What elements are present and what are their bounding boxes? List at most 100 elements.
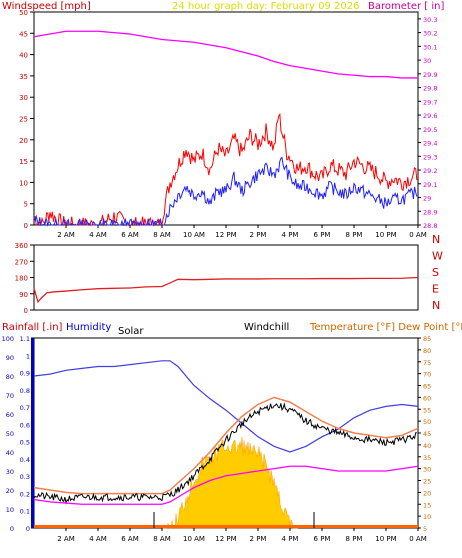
dewpoint-line bbox=[33, 465, 419, 505]
compass-w: W bbox=[432, 250, 443, 263]
windspeed-label: Windspeed [mph] bbox=[2, 1, 91, 12]
panel3-xtick-label: 6 AM bbox=[121, 535, 139, 543]
panel1-ytick-label: 0 bbox=[24, 222, 28, 230]
humidity-tick-label: 90 bbox=[6, 354, 14, 362]
temp-tick-label: 35 bbox=[423, 454, 431, 462]
rain-tick-label: 0.4 bbox=[20, 456, 30, 464]
temp-tick-label: 10 bbox=[423, 513, 431, 521]
panel1-xtick-label: 8 PM bbox=[346, 231, 363, 239]
panel1-xtick-label: 6 AM bbox=[121, 231, 139, 239]
rain-axis-bar bbox=[31, 338, 34, 528]
panel3-xtick-label: 4 PM bbox=[282, 535, 299, 543]
panel1-y2tick-label: 30 bbox=[423, 57, 431, 65]
panel1-y2tick-label: 29.1 bbox=[423, 181, 437, 189]
rain-tick-label: 0.7 bbox=[20, 404, 30, 412]
compass-n: N bbox=[432, 299, 440, 312]
compass-s: S bbox=[432, 266, 439, 279]
rain-tick-label: 0.3 bbox=[20, 473, 30, 481]
humidity-tick-label: 100 bbox=[2, 335, 14, 343]
rain-tick-label: 1.1 bbox=[20, 335, 30, 343]
panel1-y2tick-label: 30.2 bbox=[423, 30, 437, 38]
panel1-y2tick-label: 28.9 bbox=[423, 208, 437, 216]
humidity-tick-label: 0 bbox=[10, 525, 14, 533]
panel3-xtick-label: 2 PM bbox=[250, 535, 267, 543]
panel1-xtick-label: 4 AM bbox=[89, 231, 107, 239]
panel1-y2tick-label: 29 bbox=[423, 195, 431, 203]
panel1-y2tick-label: 30.3 bbox=[423, 16, 437, 24]
rainfall-bar bbox=[34, 525, 418, 528]
panel1-xtick-label: 0 AM bbox=[409, 231, 427, 239]
windchill-label: Windchill bbox=[244, 322, 289, 333]
temp-tick-label: 85 bbox=[423, 335, 431, 343]
compass-n: N bbox=[432, 233, 440, 246]
panel1-y2tick-label: 29.5 bbox=[423, 126, 437, 134]
panel1-xtick-label: 2 PM bbox=[250, 231, 267, 239]
temp-tick-label: 25 bbox=[423, 478, 431, 486]
panel1-ytick-label: 20 bbox=[19, 137, 28, 145]
panel2-ytick-label: 360 bbox=[15, 242, 28, 250]
graph-title: 24 hour graph day: February 09 2026 bbox=[172, 1, 360, 12]
temp-tick-label: 80 bbox=[423, 347, 431, 355]
rain-tick-label: 0.1 bbox=[20, 508, 30, 516]
humidity-tick-label: 20 bbox=[6, 487, 14, 495]
wind-direction-line bbox=[33, 276, 419, 304]
solar-area bbox=[162, 436, 298, 529]
temperature-label: Temperature [°F] Dew Point [°F] bbox=[309, 322, 462, 333]
humidity-tick-label: 10 bbox=[6, 506, 14, 514]
rain-tick-label: 0.8 bbox=[20, 387, 30, 395]
humidity-tick-label: 70 bbox=[6, 392, 14, 400]
panel1-y2tick-label: 28.8 bbox=[423, 222, 437, 230]
panel3-xtick-label: 12 PM bbox=[215, 535, 236, 543]
humidity-tick-label: 40 bbox=[6, 449, 14, 457]
panel3-xtick-label: 4 AM bbox=[89, 535, 107, 543]
panel1-xtick-label: 10 PM bbox=[375, 231, 396, 239]
panel1-xtick-label: 4 PM bbox=[282, 231, 299, 239]
compass-e: E bbox=[432, 283, 439, 296]
rain-tick-label: 1 bbox=[26, 352, 30, 360]
panel1-frame bbox=[33, 11, 419, 226]
panel1-ytick-label: 50 bbox=[19, 9, 28, 17]
panel1-xtick-label: 2 AM bbox=[57, 231, 75, 239]
temp-tick-label: 60 bbox=[423, 394, 431, 402]
temp-tick-label: 55 bbox=[423, 406, 431, 414]
temp-tick-label: 70 bbox=[423, 371, 431, 379]
panel3-xtick-label: 0 AM bbox=[409, 535, 427, 543]
panel1-xtick-label: 12 PM bbox=[215, 231, 236, 239]
panel3-xtick-label: 2 AM bbox=[57, 535, 75, 543]
temp-tick-label: 15 bbox=[423, 501, 431, 509]
panel1-ytick-label: 5 bbox=[24, 201, 28, 209]
panel2-ytick-label: 180 bbox=[15, 275, 28, 283]
temp-tick-label: 30 bbox=[423, 466, 431, 474]
panel1-ytick-label: 15 bbox=[19, 158, 28, 166]
panel1-ytick-label: 45 bbox=[19, 30, 28, 38]
temp-tick-label: 45 bbox=[423, 430, 431, 438]
panel2-frame bbox=[33, 244, 419, 311]
rain-tick-label: 0.2 bbox=[20, 490, 30, 498]
panel1-ytick-label: 30 bbox=[19, 94, 28, 102]
panel3-xtick-label: 10 AM bbox=[183, 535, 205, 543]
windchill-line bbox=[33, 402, 417, 505]
panel1-y2tick-label: 29.9 bbox=[423, 71, 437, 79]
panel1-y2tick-label: 29.6 bbox=[423, 112, 437, 120]
panel1-xtick-label: 8 AM bbox=[153, 231, 171, 239]
humidity-label: Humidity bbox=[66, 322, 111, 333]
panel3-xtick-label: 10 PM bbox=[375, 535, 396, 543]
rainfall-label: Rainfall [.in] bbox=[2, 322, 63, 333]
humidity-tick-label: 30 bbox=[6, 468, 14, 476]
temp-tick-label: 20 bbox=[423, 489, 431, 497]
panel2-ytick-label: 270 bbox=[15, 258, 28, 266]
rain-tick-label: 0.6 bbox=[20, 421, 30, 429]
panel1-y2tick-label: 29.3 bbox=[423, 153, 437, 161]
panel1-ytick-label: 10 bbox=[19, 179, 28, 187]
panel1-ytick-label: 40 bbox=[19, 52, 28, 60]
barometer-line bbox=[33, 30, 418, 79]
temp-tick-label: 75 bbox=[423, 359, 431, 367]
humidity-tick-label: 80 bbox=[6, 373, 14, 381]
panel1-y2tick-label: 29.2 bbox=[423, 167, 437, 175]
panel3-xtick-label: 8 AM bbox=[153, 535, 171, 543]
temperature-line bbox=[33, 396, 419, 495]
panel2-ytick-label: 90 bbox=[19, 291, 28, 299]
panel1-xtick-label: 6 PM bbox=[314, 231, 331, 239]
panel2-ytick-label: 0 bbox=[24, 307, 28, 315]
